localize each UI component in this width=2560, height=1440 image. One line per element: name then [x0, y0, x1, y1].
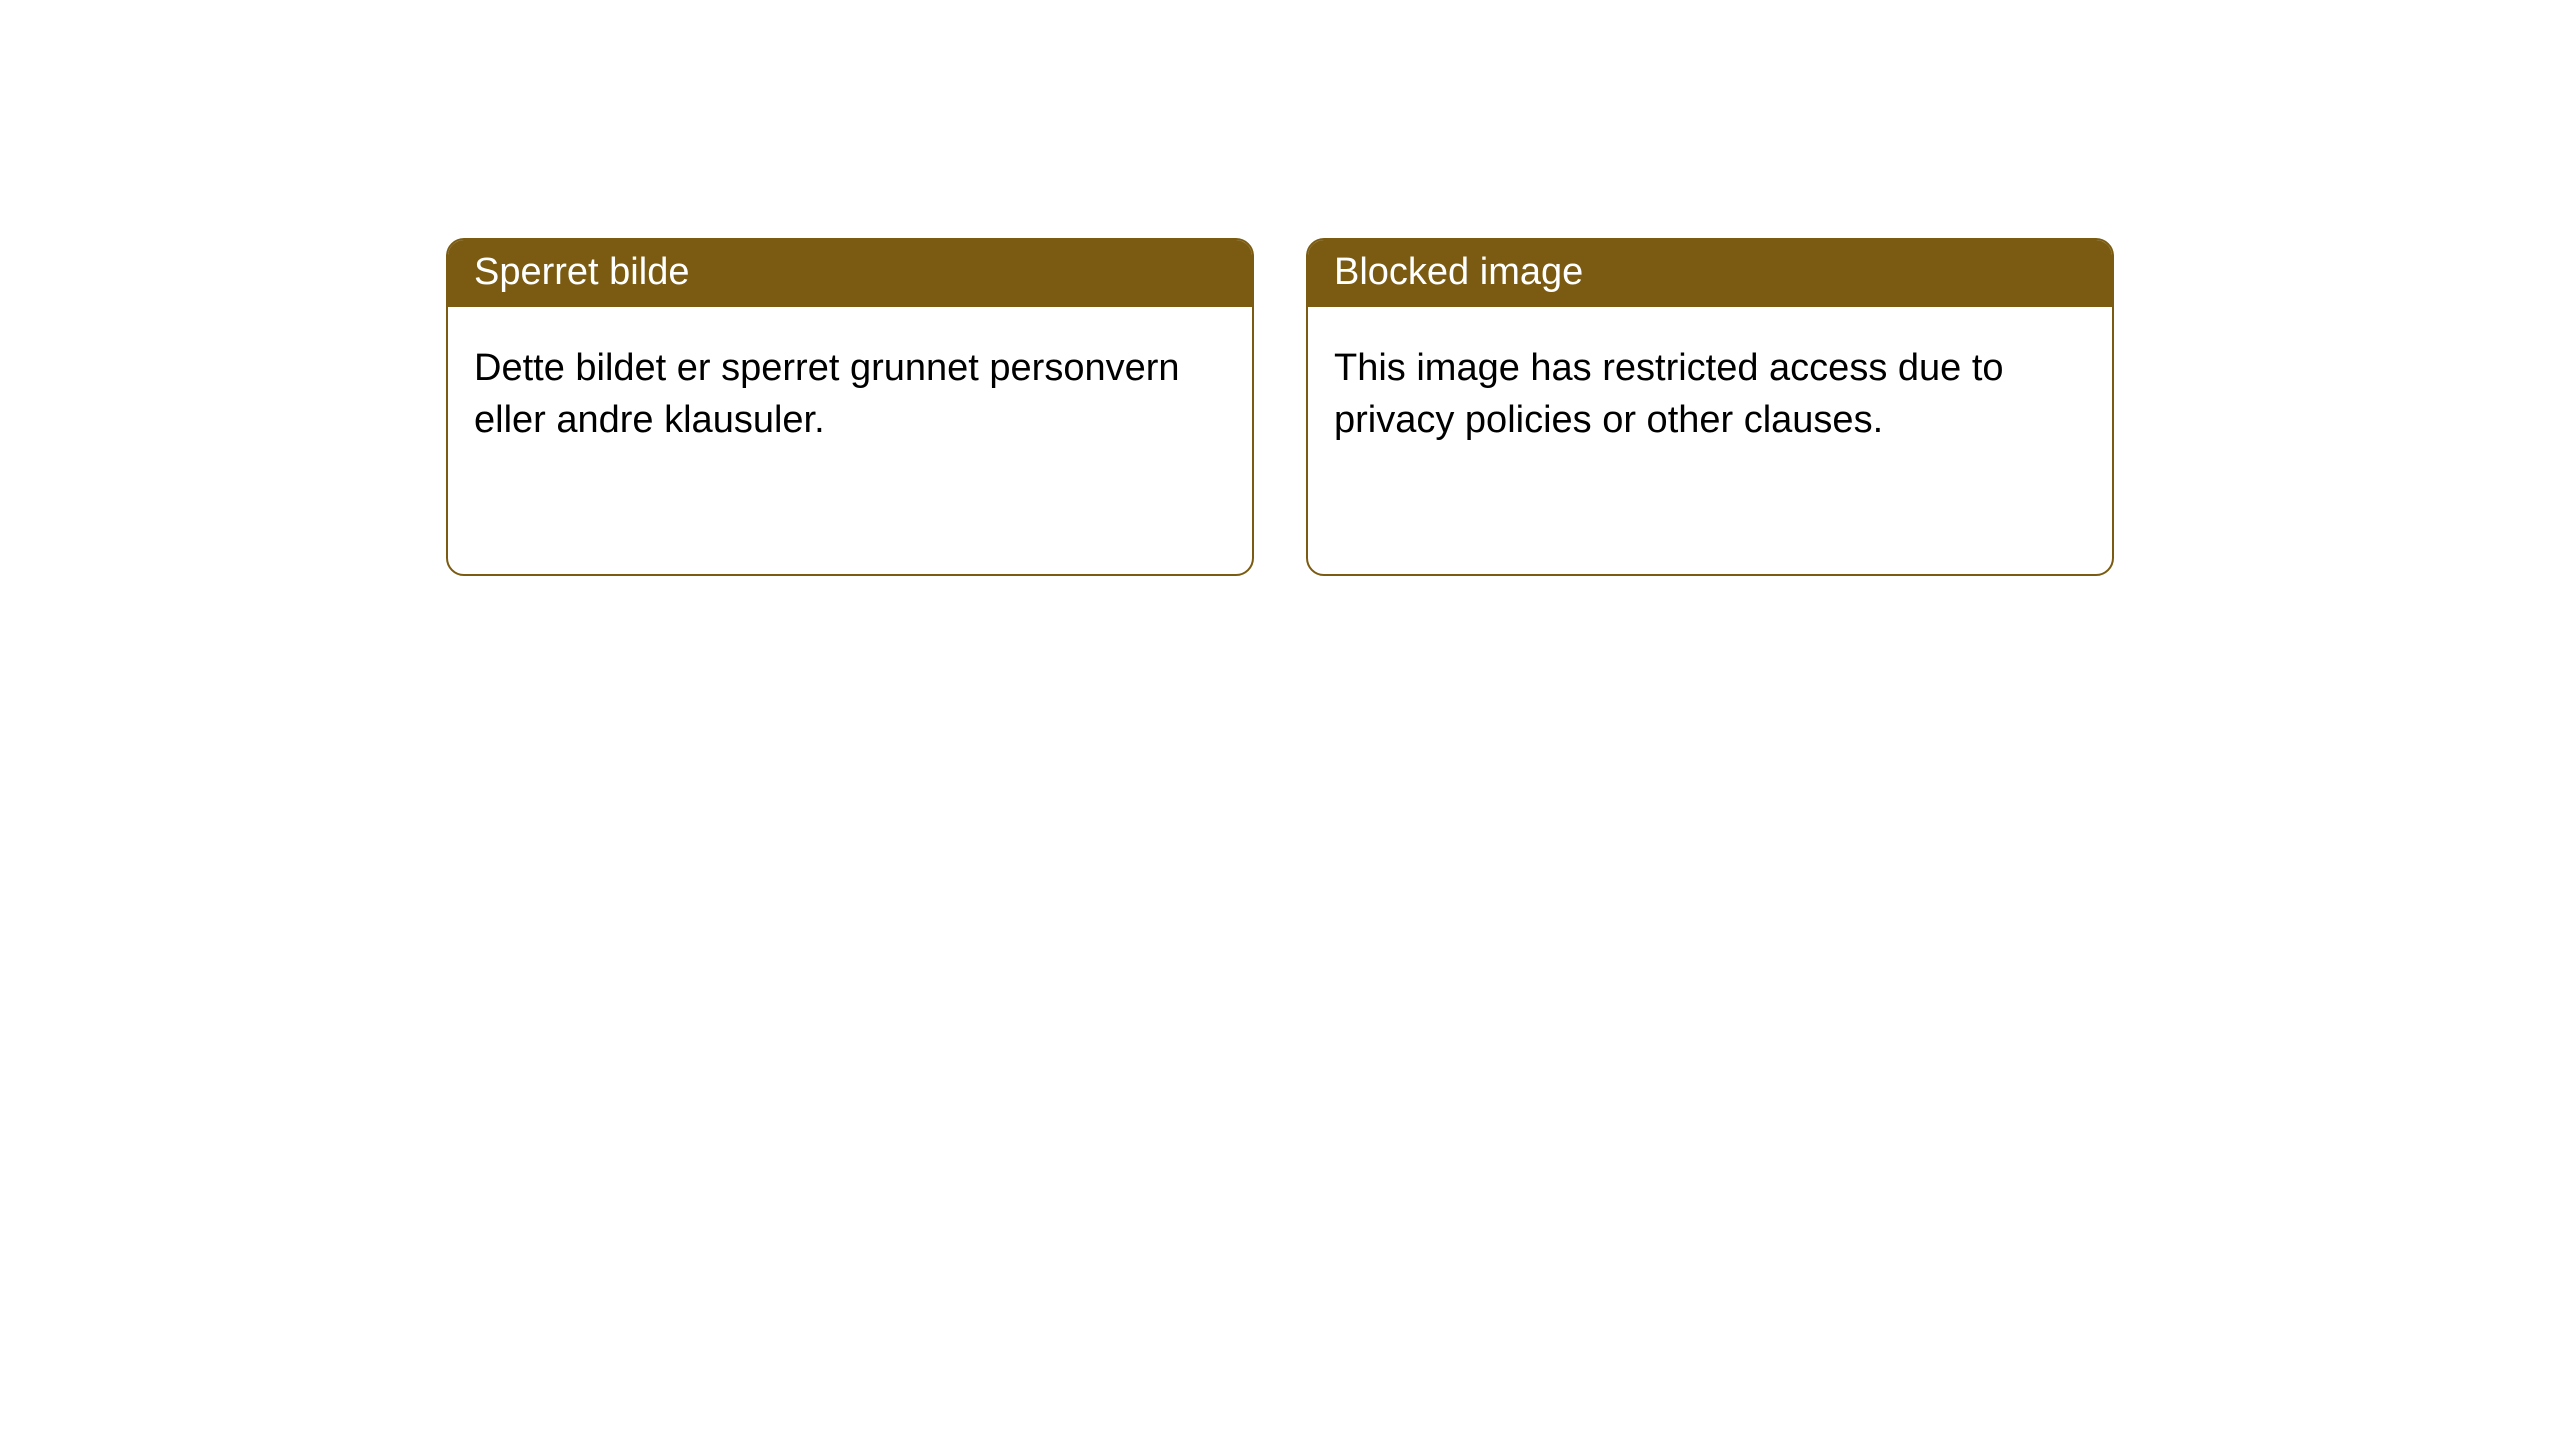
notice-container: Sperret bilde Dette bildet er sperret gr…: [0, 0, 2560, 576]
notice-card-norwegian: Sperret bilde Dette bildet er sperret gr…: [446, 238, 1254, 576]
notice-body: Dette bildet er sperret grunnet personve…: [448, 307, 1252, 472]
notice-header: Blocked image: [1308, 240, 2112, 307]
notice-header: Sperret bilde: [448, 240, 1252, 307]
notice-body: This image has restricted access due to …: [1308, 307, 2112, 472]
notice-card-english: Blocked image This image has restricted …: [1306, 238, 2114, 576]
